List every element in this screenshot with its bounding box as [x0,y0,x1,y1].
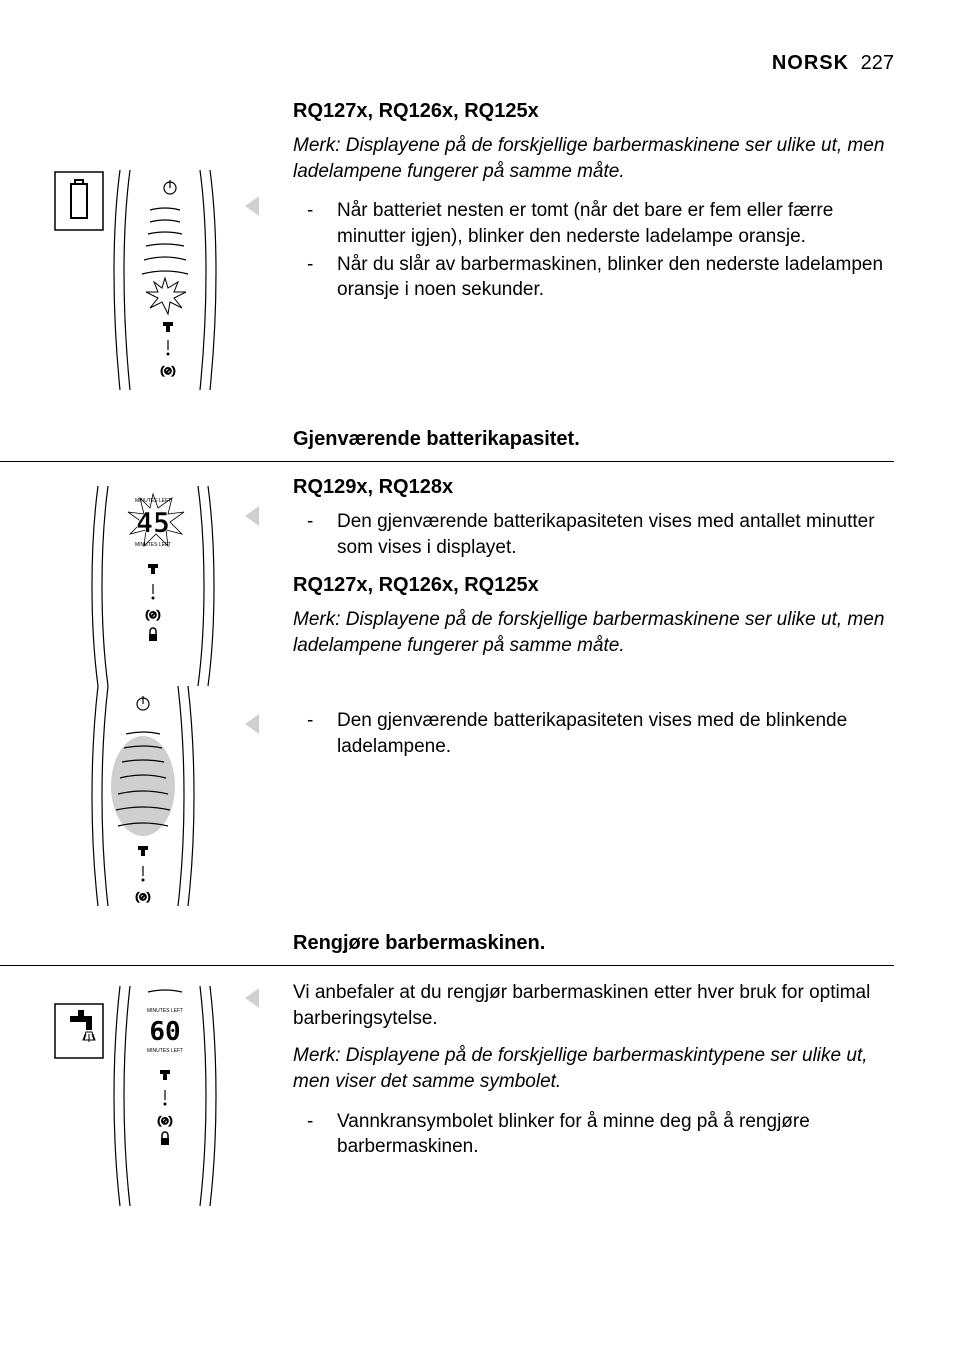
section-3-text: Vi anbefaler at du rengjør barbermaskine… [245,980,894,1206]
figure-4-number: 60 [149,1017,180,1047]
section-1-bullets: Når batteriet nesten er tomt (når det ba… [293,198,894,303]
callout-arrow-icon [245,506,259,526]
section-3-note: Merk: Displayene på de forskjellige barb… [293,1043,894,1094]
section-2-sub2: (⊘) Den gjenværende batterikapasiteten v… [0,686,894,906]
section-2-sub2-bullets: Den gjenværende batterikapasiteten vises… [293,708,894,759]
svg-text:MINUTES LEFT: MINUTES LEFT [147,1008,183,1014]
section-2-sub1-bullets: Den gjenværende batterikapasiteten vises… [293,509,894,560]
section-2-sub2-note: Merk: Displayene på de forskjellige barb… [293,607,894,658]
callout-arrow-icon [245,196,259,216]
svg-text:(⊘): (⊘) [160,366,175,377]
figure-3: (⊘) [0,686,245,906]
figure-1: (⊘) [0,170,245,390]
section-2-sub1-text: RQ129x, RQ128x Den gjenværende batterika… [245,476,894,686]
section-2-sub2-text: Den gjenværende batterikapasiteten vises… [245,686,894,906]
section-2-heading: Gjenværende batterikapasitet. [293,428,894,457]
callout-arrow-icon [245,714,259,734]
list-item: Når du slår av barbermaskinen, blinker d… [293,252,894,303]
svg-text:MINUTES LEFT: MINUTES LEFT [135,542,171,548]
tap-icon [70,1010,95,1042]
section-3: MINUTES LEFT 60 MINUTES LEFT (⊘) [0,980,894,1206]
figure-1-column: (⊘) [0,100,245,390]
svg-text:MINUTES LEFT: MINUTES LEFT [147,1048,183,1054]
list-item: Vannkransymbolet blinker for å minne deg… [293,1109,894,1160]
figure-4: MINUTES LEFT 60 MINUTES LEFT (⊘) [0,986,245,1206]
section-2-heading-row: Gjenværende batterikapasitet. [0,428,894,457]
svg-text:(⊘): (⊘) [145,610,160,621]
section-2-sub2-heading: RQ127x, RQ126x, RQ125x [293,574,894,597]
figure-4-column: MINUTES LEFT 60 MINUTES LEFT (⊘) [0,980,245,1206]
section-1-note: Merk: Displayene på de forskjellige barb… [293,133,894,184]
figure-2: MINUTES LEFT 45 MINUTES LEFT (⊘) [0,486,245,686]
list-item: Den gjenværende batterikapasiteten vises… [293,509,894,560]
section-3-intro: Vi anbefaler at du rengjør barbermaskine… [293,980,894,1031]
svg-text:(⊘): (⊘) [157,1116,172,1127]
list-item: Når batteriet nesten er tomt (når det ba… [293,198,894,249]
section-1: (⊘) RQ127x, RQ126x, RQ125x Merk: Display… [0,100,894,390]
section-1-models-heading: RQ127x, RQ126x, RQ125x [293,100,894,123]
section-3-heading-row: Rengjøre barbermaskinen. [0,932,894,961]
header-page-number: 227 [861,52,894,74]
figure-2-column: MINUTES LEFT 45 MINUTES LEFT (⊘) [0,476,245,686]
figure-2-number: 45 [136,506,170,539]
svg-text:(⊘): (⊘) [135,892,150,903]
section-1-text: RQ127x, RQ126x, RQ125x Merk: Displayene … [245,100,894,390]
callout-arrow-icon [245,988,259,1008]
header-language: NORSK [772,52,849,74]
figure-3-column: (⊘) [0,686,245,906]
section-2-sub1: MINUTES LEFT 45 MINUTES LEFT (⊘) [0,476,894,686]
section-3-bullets: Vannkransymbolet blinker for å minne deg… [293,1109,894,1160]
minutes-left-label: MINUTES LEFT [135,498,171,504]
page-header: NORSK 227 [772,52,894,75]
section-3-heading: Rengjøre barbermaskinen. [293,932,894,961]
list-item: Den gjenværende batterikapasiteten vises… [293,708,894,759]
section-2-sub1-heading: RQ129x, RQ128x [293,476,894,499]
page-content: (⊘) RQ127x, RQ126x, RQ125x Merk: Display… [0,100,894,1214]
